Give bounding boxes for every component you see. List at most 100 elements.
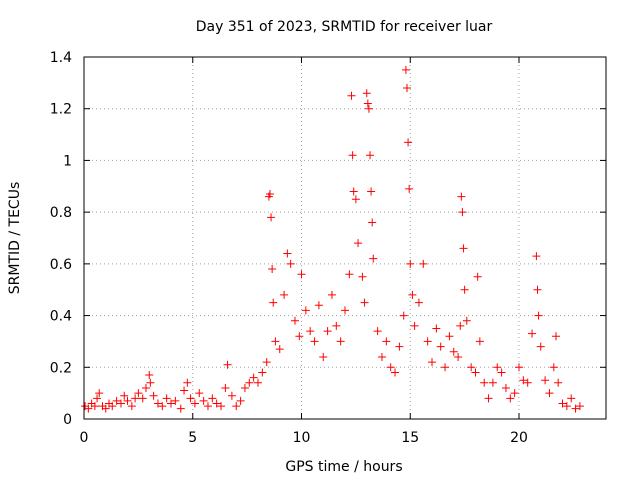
data-point [95, 389, 104, 398]
data-point [395, 342, 404, 351]
data-point [327, 290, 336, 299]
data-point [101, 404, 110, 413]
data-point [171, 396, 180, 405]
data-point [116, 399, 125, 408]
data-point [306, 327, 315, 336]
data-point [471, 368, 480, 377]
data-point [348, 151, 357, 160]
data-point [366, 151, 375, 160]
data-point [441, 363, 450, 372]
data-point [373, 327, 382, 336]
data-point [523, 378, 532, 387]
data-point [493, 363, 502, 372]
data-point [195, 389, 204, 398]
data-point [571, 404, 580, 413]
data-point [377, 352, 386, 361]
data-point [186, 394, 195, 403]
data-point [358, 272, 367, 281]
data-point [364, 104, 373, 113]
data-point [138, 394, 147, 403]
data-point [436, 342, 445, 351]
x-tick-label: 15 [401, 430, 419, 446]
data-point [314, 301, 323, 310]
data-point [369, 254, 378, 263]
data-point [354, 239, 363, 248]
y-tick-label: 0.2 [50, 360, 72, 376]
data-point [254, 378, 262, 387]
y-tick-label: 0 [63, 412, 72, 428]
data-point [480, 378, 489, 387]
data-point [362, 89, 371, 98]
data-point [408, 290, 417, 299]
data-point [473, 272, 482, 281]
data-point [368, 218, 377, 227]
data-point [265, 190, 274, 199]
data-point [190, 399, 199, 408]
data-point [310, 337, 319, 346]
data-point [360, 298, 369, 307]
data-point [462, 316, 471, 325]
data-point [457, 192, 466, 201]
data-point [127, 402, 136, 411]
x-tick-label: 0 [80, 430, 89, 446]
y-tick-label: 0.8 [50, 205, 72, 221]
data-point [227, 391, 236, 400]
data-point [386, 363, 395, 372]
data-point [332, 321, 341, 330]
data-point [123, 396, 132, 405]
data-point [510, 389, 519, 398]
data-point [323, 327, 332, 336]
data-point [112, 396, 121, 405]
data-point [336, 337, 345, 346]
data-point [149, 391, 158, 400]
data-point [501, 383, 510, 392]
data-point [534, 311, 543, 320]
data-point [180, 386, 189, 395]
data-point [423, 337, 432, 346]
data-point [199, 396, 208, 405]
data-point [458, 208, 467, 217]
data-point [146, 378, 155, 387]
data-point [401, 65, 410, 74]
data-point [402, 84, 411, 93]
y-tick-label: 0.6 [50, 257, 72, 273]
data-point [456, 321, 465, 330]
data-point [131, 394, 140, 403]
data-point [515, 363, 523, 372]
data-point [475, 337, 484, 346]
data-point [267, 213, 276, 222]
data-point [414, 298, 423, 307]
data-point [541, 376, 550, 385]
y-axis-label: SRMTID / TECUs [7, 182, 23, 295]
data-point [428, 358, 436, 367]
data-point [217, 402, 226, 411]
data-point [262, 358, 271, 367]
data-point [183, 378, 192, 387]
data-point [212, 399, 221, 408]
x-tick-label: 20 [510, 430, 528, 446]
data-point [208, 394, 217, 403]
data-point [245, 378, 254, 387]
data-point [141, 383, 150, 392]
data-point [295, 332, 304, 341]
data-point [258, 368, 267, 377]
y-tick-label: 1.2 [50, 102, 72, 118]
data-point [269, 298, 278, 307]
data-point [297, 270, 306, 279]
data-point [249, 373, 258, 382]
data-point [84, 404, 93, 413]
data-point [236, 396, 245, 405]
data-point [367, 187, 376, 196]
data-point [484, 394, 493, 403]
data-point [432, 324, 441, 333]
data-point [158, 402, 167, 411]
data-point [221, 383, 230, 392]
data-point [467, 363, 476, 372]
data-point [223, 360, 232, 369]
data-point [341, 306, 349, 315]
data-point [203, 402, 212, 411]
axis-ticks: 0 5 10 15 20 0 0.2 0.4 0.6 0.8 1 1.2 1.4 [50, 50, 606, 446]
data-point [554, 378, 563, 387]
data-point [506, 394, 515, 403]
